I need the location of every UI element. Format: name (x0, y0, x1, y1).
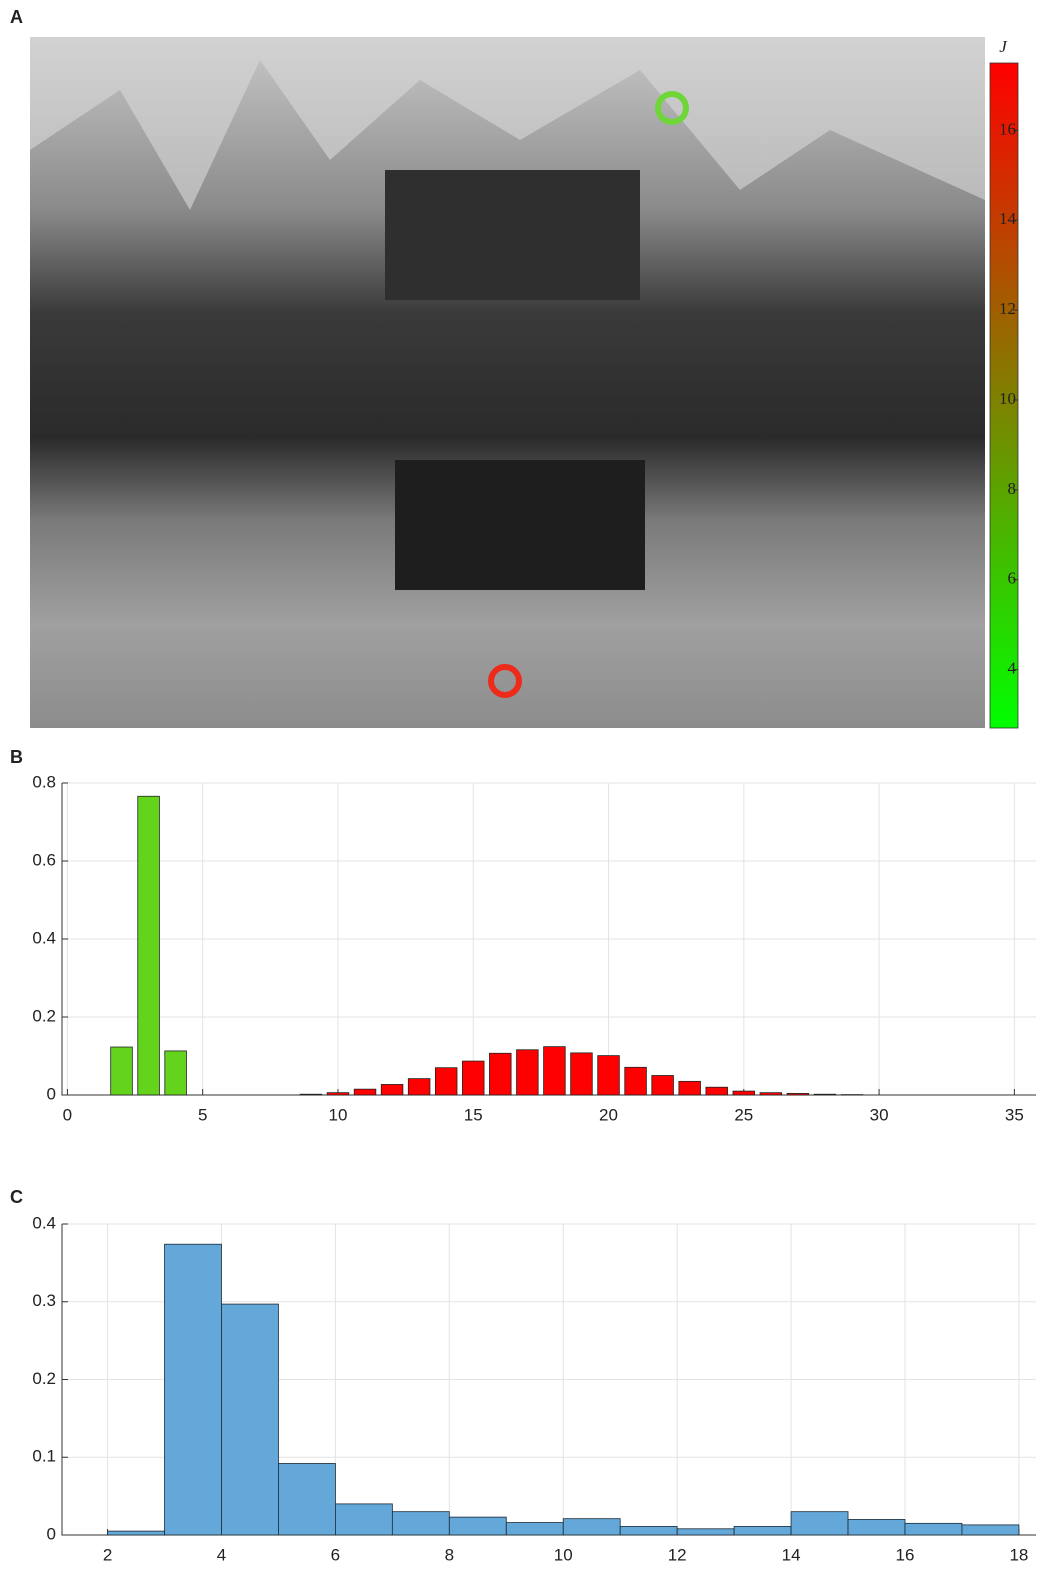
colorbar-tick-label: 4 (1008, 658, 1017, 677)
bar (814, 1094, 836, 1095)
y-tick-label: 0.1 (32, 1447, 56, 1466)
bar (138, 796, 160, 1095)
histogram-bar (165, 1244, 222, 1535)
histogram-bar (905, 1523, 962, 1535)
y-tick-label: 0.3 (32, 1291, 56, 1310)
y-tick-label: 0.2 (32, 1006, 56, 1025)
figure: A B C J 468101214160510152025303500.20.4… (0, 0, 1054, 1593)
colorbar-tick-label: 12 (999, 299, 1016, 318)
x-tick-label: 18 (1009, 1545, 1028, 1564)
panel-label: B (10, 747, 23, 767)
x-tick-label: 10 (329, 1105, 348, 1124)
bar (354, 1089, 376, 1095)
bar (517, 1050, 539, 1095)
bar (111, 1047, 133, 1095)
histogram-bar (962, 1525, 1019, 1535)
colorbar-tick-label: 10 (999, 389, 1016, 408)
bar (652, 1076, 674, 1096)
x-tick-label: 2 (103, 1545, 112, 1564)
bar (625, 1067, 647, 1095)
y-tick-label: 0 (47, 1524, 56, 1543)
x-tick-label: 16 (896, 1545, 915, 1564)
x-tick-label: 4 (217, 1545, 226, 1564)
histogram-bar (848, 1519, 905, 1535)
photo (30, 37, 985, 728)
x-tick-label: 0 (63, 1105, 72, 1124)
x-tick-label: 25 (734, 1105, 753, 1124)
bar (679, 1081, 701, 1095)
x-tick-label: 8 (445, 1545, 454, 1564)
bar (462, 1061, 484, 1095)
histogram-bar (108, 1531, 165, 1535)
bar (327, 1093, 349, 1095)
x-tick-label: 12 (668, 1545, 687, 1564)
x-tick-label: 5 (198, 1105, 207, 1124)
y-tick-label: 0.4 (32, 1213, 56, 1232)
colorbar-label: J (999, 37, 1008, 56)
bar (435, 1068, 457, 1095)
colorbar-tick-label: 8 (1008, 479, 1017, 498)
panel-label: A (10, 7, 23, 27)
bar (571, 1053, 593, 1095)
histogram-bar (392, 1512, 449, 1535)
x-tick-label: 20 (599, 1105, 618, 1124)
hut (385, 170, 640, 300)
histogram-bar (335, 1504, 392, 1535)
histogram-bar (449, 1517, 506, 1535)
histogram-bar (278, 1463, 335, 1535)
bar (598, 1056, 620, 1095)
bar (300, 1094, 322, 1095)
y-tick-label: 0.8 (32, 772, 56, 791)
x-tick-label: 30 (870, 1105, 889, 1124)
y-tick-label: 0.4 (32, 928, 56, 947)
bar (408, 1079, 430, 1095)
bar (706, 1087, 728, 1095)
histogram-bar (563, 1519, 620, 1535)
x-tick-label: 14 (782, 1545, 801, 1564)
panel-label: C (10, 1187, 23, 1207)
bar (760, 1093, 782, 1095)
histogram-bar (221, 1304, 278, 1535)
bar (787, 1093, 809, 1095)
bar (381, 1084, 403, 1095)
y-tick-label: 0.6 (32, 850, 56, 869)
histogram-bar (734, 1526, 791, 1535)
y-tick-label: 0.2 (32, 1369, 56, 1388)
y-tick-label: 0 (47, 1084, 56, 1103)
bar (544, 1047, 566, 1095)
histogram-bar (677, 1529, 734, 1535)
histogram-bar (506, 1523, 563, 1535)
hut-reflection (395, 460, 645, 590)
histogram-bar (791, 1512, 848, 1535)
bar (489, 1053, 511, 1095)
x-tick-label: 15 (464, 1105, 483, 1124)
colorbar-tick-label: 14 (999, 209, 1017, 228)
x-tick-label: 35 (1005, 1105, 1024, 1124)
histogram-bar (620, 1526, 677, 1535)
bar (165, 1051, 187, 1095)
colorbar-tick-label: 16 (999, 119, 1016, 138)
x-tick-label: 10 (554, 1545, 573, 1564)
bar (733, 1091, 755, 1095)
colorbar-tick-label: 6 (1008, 569, 1017, 588)
x-tick-label: 6 (331, 1545, 340, 1564)
